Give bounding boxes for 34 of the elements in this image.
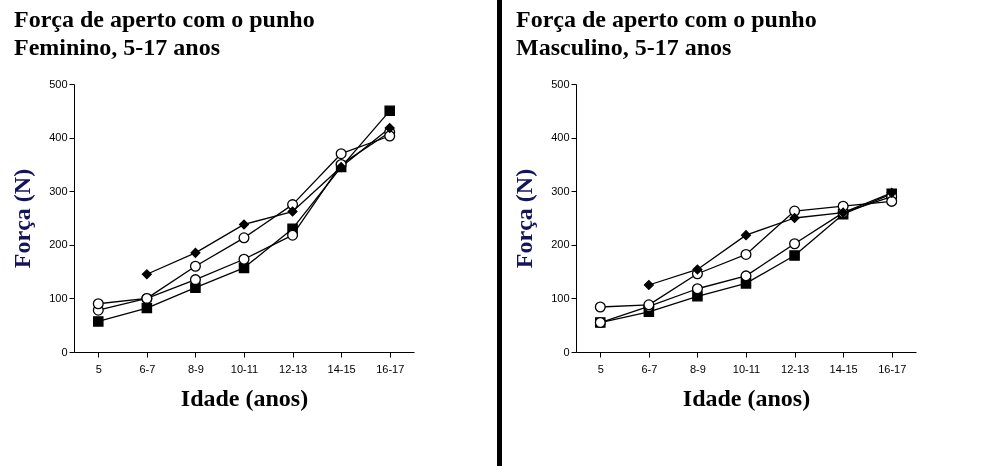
x-tick-label: 16-17 xyxy=(878,362,907,375)
x-tick-label: 6-7 xyxy=(139,362,156,375)
y-tick-label: 300 xyxy=(551,184,570,197)
chart-subtitle: Masculino, 5-17 anos xyxy=(516,34,732,60)
x-tick-label: 5 xyxy=(597,362,604,375)
y-tick-label: 300 xyxy=(49,184,68,197)
y-axis-title: Força (N) xyxy=(511,168,538,269)
y-tick-label: 100 xyxy=(551,291,570,304)
x-tick-label: 12-13 xyxy=(279,362,308,375)
y-tick-label: 100 xyxy=(49,291,68,304)
x-tick-label: 16-17 xyxy=(376,362,405,375)
x-tick-label: 6-7 xyxy=(641,362,658,375)
x-tick-label: 8-9 xyxy=(689,362,706,375)
x-tick-label: 10-11 xyxy=(732,362,761,375)
chart-title: Força de aperto com o punho xyxy=(516,6,817,32)
y-tick-label: 500 xyxy=(49,77,68,90)
chart-subtitle: Feminino, 5-17 anos xyxy=(14,34,221,60)
x-tick-label: 12-13 xyxy=(781,362,810,375)
y-tick-label: 0 xyxy=(563,345,570,358)
y-tick-label: 500 xyxy=(551,77,570,90)
y-tick-label: 0 xyxy=(61,345,68,358)
x-tick-label: 8-9 xyxy=(187,362,204,375)
x-tick-label: 14-15 xyxy=(327,362,356,375)
y-axis-title: Força (N) xyxy=(9,168,36,269)
x-axis-title: Idade (anos) xyxy=(682,384,811,411)
x-tick-label: 14-15 xyxy=(829,362,858,375)
y-tick-label: 400 xyxy=(49,131,68,144)
y-tick-label: 400 xyxy=(551,131,570,144)
chart-title: Força de aperto com o punho xyxy=(14,6,315,32)
y-tick-label: 200 xyxy=(551,238,570,251)
x-axis-title: Idade (anos) xyxy=(180,384,309,411)
x-tick-label: 10-11 xyxy=(230,362,259,375)
y-tick-label: 200 xyxy=(49,238,68,251)
x-tick-label: 5 xyxy=(95,362,102,375)
